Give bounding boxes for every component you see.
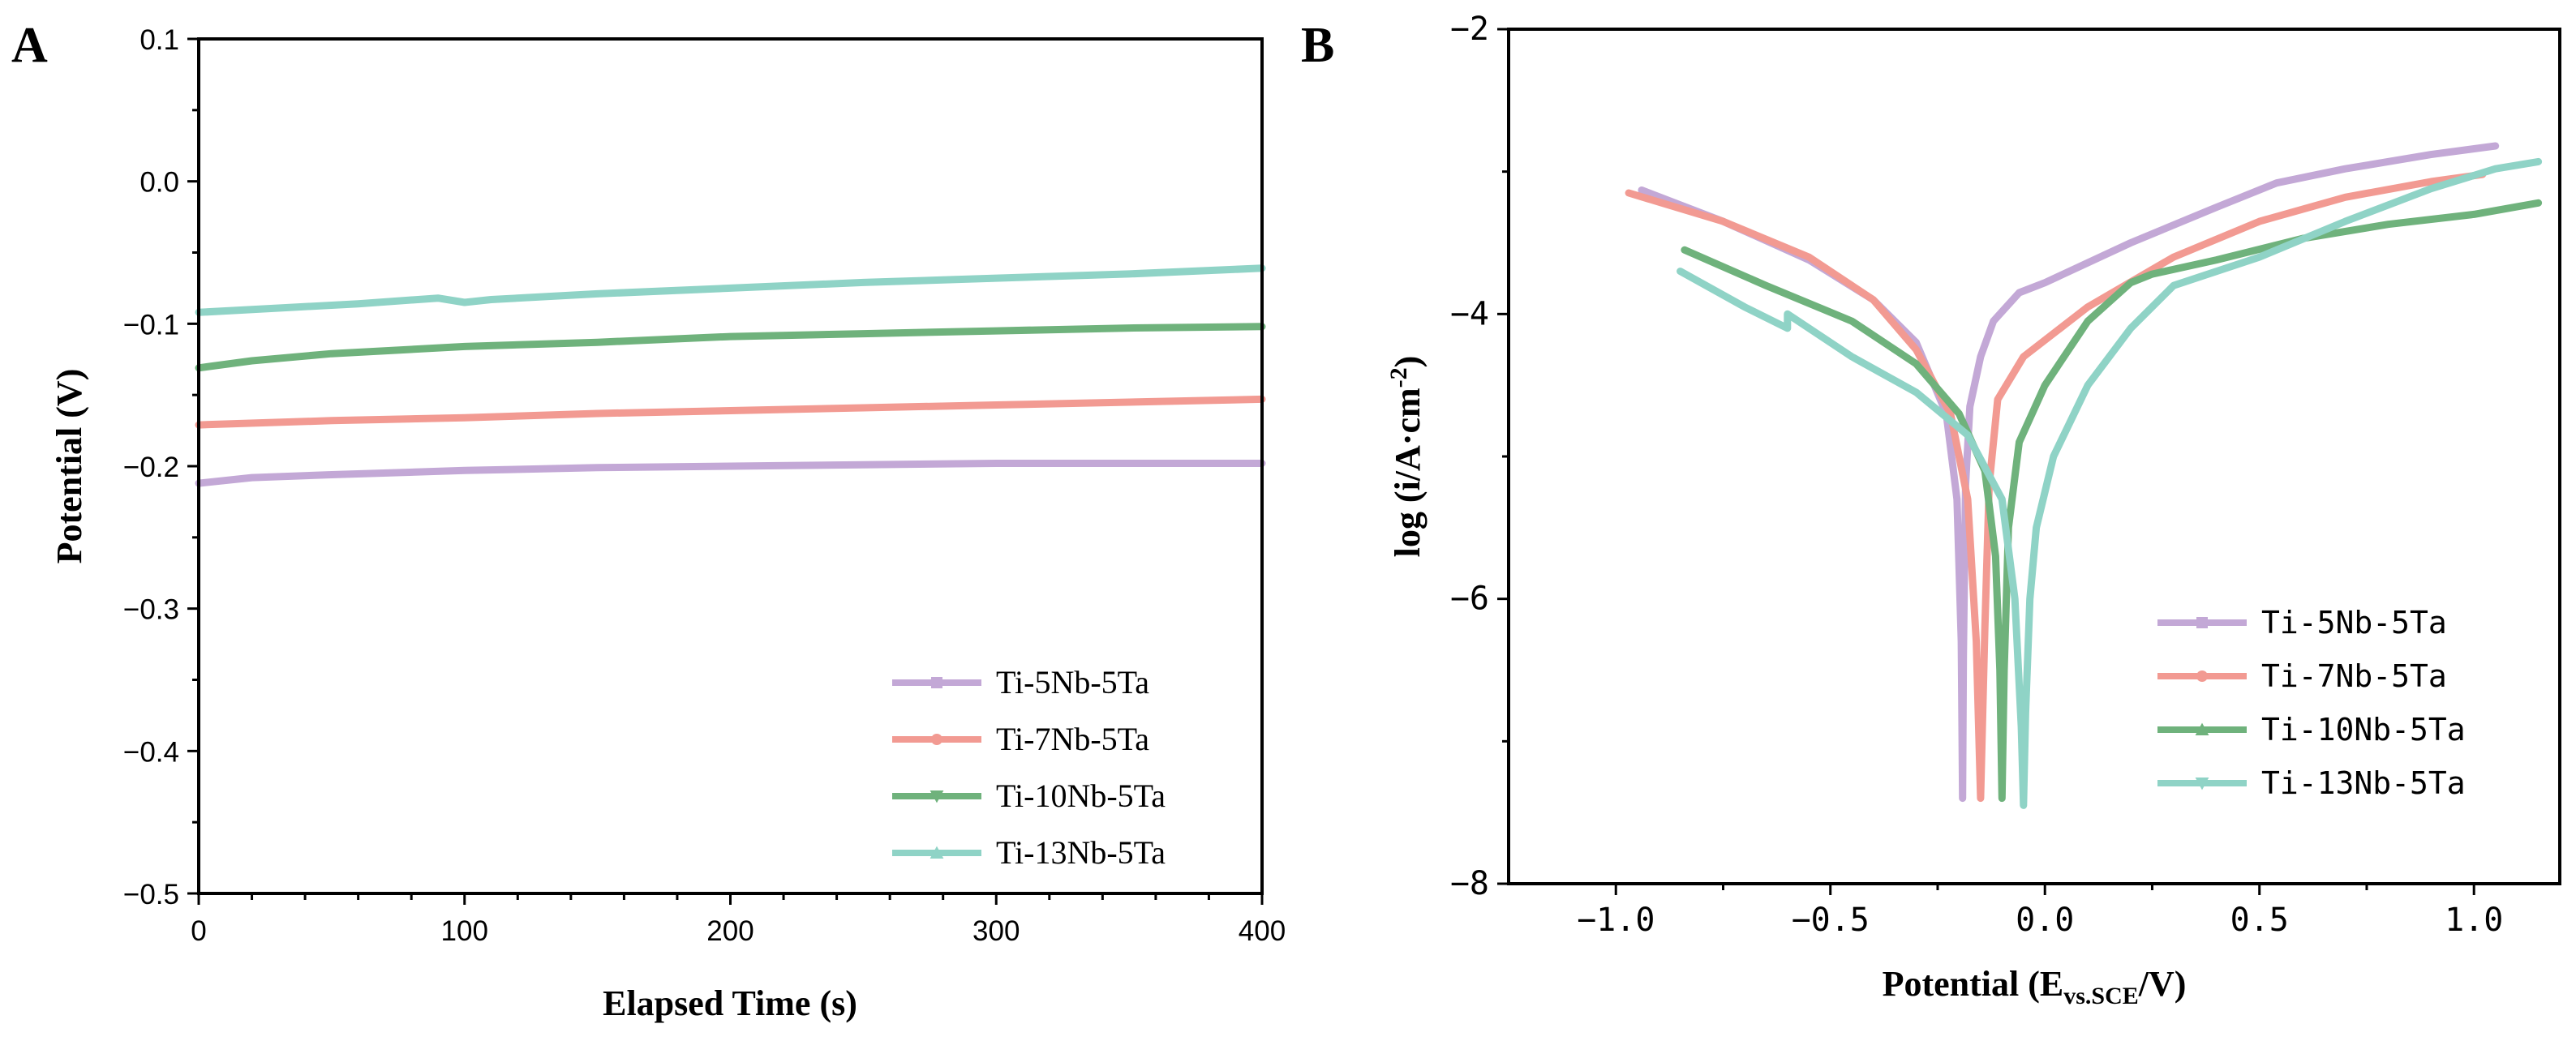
y-tick-label: −0.2	[123, 452, 179, 483]
panel-a-series-group	[195, 264, 1266, 487]
legend-marker	[2195, 722, 2209, 735]
y-tick-label: −4	[1450, 295, 1489, 332]
panel-a-chart: A 0 100 200 300 400 −0.5 −0.4 −0.3 −0.2 −0.1 0.0 0.…	[11, 18, 1286, 1023]
panel-b-x-axis-title-main: Potential (E	[1883, 964, 2064, 1004]
panel-b-y-axis-title-main: log (i/A·cm	[1388, 388, 1428, 557]
legend-marker	[931, 734, 942, 745]
x-tick-label: 0.5	[2230, 902, 2289, 939]
legend-label: Ti-7Nb-5Ta	[2261, 658, 2447, 694]
panel-b-chart: B −1.0 −0.5 0.0 0.5 1.0 −8 −6 −4 −2 Potential (E…	[1301, 11, 2561, 1009]
x-tick-label: 200	[706, 915, 753, 947]
panel-b-y-axis-title-end: )	[1388, 356, 1428, 368]
x-tick-label: 1.0	[2445, 902, 2503, 939]
y-tick-label: −8	[1450, 865, 1489, 902]
panel-a-ticks: 0 100 200 300 400 −0.5 −0.4 −0.3 −0.2 −0.1 0.0 0.1	[123, 24, 1286, 947]
y-tick-label: −0.3	[123, 594, 179, 626]
legend-marker	[931, 677, 942, 688]
legend-label: Ti-5Nb-5Ta	[2261, 605, 2447, 640]
legend-marker	[2196, 670, 2208, 682]
series-line-ti-7nb-5ta	[195, 395, 1266, 429]
panel-b-legend: Ti-5Nb-5Ta Ti-7Nb-5Ta Ti-10Nb-5Ta Ti-13Nb-5…	[2157, 605, 2466, 801]
panel-b-y-axis-title-sup: -2	[1385, 367, 1412, 388]
x-tick-label: 100	[441, 915, 488, 947]
x-tick-label: −0.5	[1792, 902, 1870, 939]
y-tick-label: −2	[1450, 11, 1489, 48]
series-line-ti-13nb-5ta	[1677, 157, 2543, 809]
panel-b-x-axis-title: Potential (Evs.SCE/V)	[1883, 964, 2187, 1009]
series-line-ti-5nb-5ta	[195, 460, 1266, 487]
panel-b-letter: B	[1301, 18, 1334, 73]
legend-label: Ti-13Nb-5Ta	[996, 834, 1166, 871]
y-tick-label: −6	[1450, 580, 1489, 618]
legend-marker	[2195, 778, 2209, 790]
panel-a-legend: Ti-5Nb-5Ta Ti-7Nb-5Ta Ti-10Nb-5Ta Ti-13Nb-5…	[892, 664, 1166, 871]
legend-label: Ti-7Nb-5Ta	[996, 721, 1149, 757]
panel-a-x-axis-title: Elapsed Time (s)	[603, 983, 857, 1023]
legend-marker	[2196, 617, 2208, 628]
panel-b-plot-frame	[1507, 28, 2561, 885]
panel-b-x-axis-title-sub: vs.SCE	[2063, 983, 2139, 1009]
y-tick-label: −0.5	[123, 879, 179, 910]
legend-marker	[930, 846, 944, 859]
panel-b-ticks: −1.0 −0.5 0.0 0.5 1.0 −8 −6 −4 −2	[1450, 11, 2504, 939]
panel-a-letter: A	[11, 18, 48, 73]
legend-label: Ti-5Nb-5Ta	[996, 664, 1149, 700]
panel-a-plot-frame	[197, 37, 1264, 895]
x-tick-label: 300	[972, 915, 1020, 947]
series-line-ti-13nb-5ta	[195, 264, 1266, 316]
series-line-ti-10nb-5ta	[195, 323, 1266, 372]
x-tick-label: 0	[191, 915, 206, 947]
panel-b-series-group	[1625, 142, 2543, 809]
x-tick-label: 0.0	[2016, 902, 2074, 939]
legend-label: Ti-10Nb-5Ta	[2261, 712, 2466, 748]
y-tick-label: 0.0	[140, 167, 179, 199]
series-line-ti-7nb-5ta	[1625, 170, 2487, 803]
x-tick-label: 400	[1239, 915, 1286, 947]
y-tick-label: −0.4	[123, 736, 179, 768]
panel-b-x-axis-title-end: /V)	[2138, 964, 2187, 1004]
panel-b-y-axis-title: log (i/A·cm-2)	[1385, 356, 1428, 558]
legend-marker	[930, 790, 944, 803]
legend-label: Ti-13Nb-5Ta	[2261, 765, 2466, 801]
y-tick-label: −0.1	[123, 309, 179, 341]
panel-a-y-axis-title: Potential (V)	[49, 369, 89, 564]
legend-label: Ti-10Nb-5Ta	[996, 778, 1166, 814]
y-tick-label: 0.1	[140, 24, 179, 56]
x-tick-label: −1.0	[1577, 902, 1655, 939]
